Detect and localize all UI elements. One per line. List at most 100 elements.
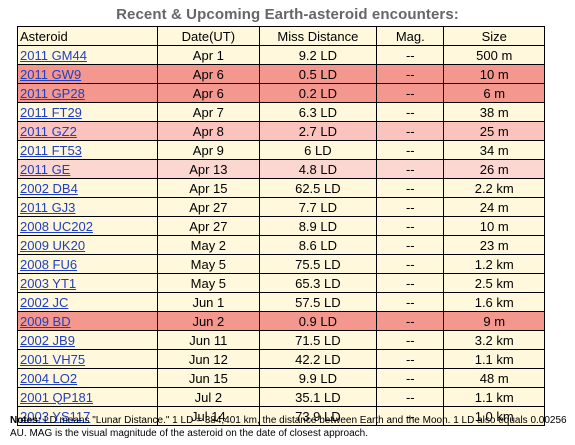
miss-distance-cell: 0.5 LD (258, 64, 378, 84)
table-row: 2011 GZ2 Apr 8 2.7 LD -- 25 m (16, 121, 545, 141)
miss-distance-cell: 2.7 LD (258, 121, 378, 141)
miss-distance-cell: 7.7 LD (258, 197, 378, 217)
magnitude-cell: -- (376, 216, 445, 236)
magnitude-cell: -- (376, 102, 445, 122)
table-row: 2011 GJ3 Apr 27 7.7 LD -- 24 m (16, 197, 545, 217)
asteroid-link[interactable]: 2001 QP181 (20, 389, 94, 405)
date-cell: Apr 6 (157, 64, 260, 84)
column-header-miss-distance: Miss Distance (258, 26, 378, 46)
asteroid-link[interactable]: 2009 BD (20, 313, 71, 329)
table-header-row: Asteroid Date(UT) Miss Distance Mag. Siz… (16, 26, 545, 46)
date-cell: Apr 27 (157, 216, 260, 236)
column-header-size: Size (443, 26, 545, 46)
asteroid-link[interactable]: 2002 JB9 (20, 332, 75, 348)
asteroid-name-cell: 2009 BD (16, 311, 159, 331)
size-cell: 48 m (443, 368, 545, 388)
table-row: 2011 GE Apr 13 4.8 LD -- 26 m (16, 159, 545, 179)
size-cell: 1.2 km (443, 254, 545, 274)
asteroid-link[interactable]: 2008 UC202 (20, 218, 93, 234)
magnitude-cell: -- (376, 368, 445, 388)
notes-text: LD means "Lunar Distance." 1 LD = 384,40… (10, 415, 567, 439)
table-row: 2003 YS117 Jul 14 73.9 LD -- 1.0 km (16, 406, 545, 426)
magnitude-cell: -- (376, 330, 445, 350)
miss-distance-cell: 75.5 LD (258, 254, 378, 274)
asteroid-link[interactable]: 2011 GP28 (20, 85, 85, 101)
asteroid-name-cell: 2004 LO2 (16, 368, 159, 388)
magnitude-cell: -- (376, 45, 445, 65)
asteroid-name-cell: 2008 FU6 (16, 254, 159, 274)
size-cell: 1.1 km (443, 387, 545, 407)
miss-distance-cell: 9.9 LD (258, 368, 378, 388)
table-row: 2011 GP28 Apr 6 0.2 LD -- 6 m (16, 83, 545, 103)
asteroid-name-cell: 2011 FT29 (16, 102, 159, 122)
table-body: 2011 GM44 Apr 1 9.2 LD -- 500 m 2011 GW9 Apr 6… (16, 45, 545, 426)
asteroid-link[interactable]: 2011 GJ3 (20, 199, 76, 215)
magnitude-cell: -- (376, 254, 445, 274)
date-cell: Jul 14 (157, 406, 260, 426)
size-cell: 38 m (443, 102, 545, 122)
date-cell: Jul 2 (157, 387, 260, 407)
size-cell: 9 m (443, 311, 545, 331)
date-cell: Apr 27 (157, 197, 260, 217)
table-row: 2011 GW9 Apr 6 0.5 LD -- 10 m (16, 64, 545, 84)
table-row: 2008 FU6 May 5 75.5 LD -- 1.2 km (16, 254, 545, 274)
asteroid-link[interactable]: 2008 FU6 (20, 256, 78, 272)
asteroid-link[interactable]: 2011 GW9 (20, 66, 82, 82)
date-cell: Jun 15 (157, 368, 260, 388)
column-header-magnitude: Mag. (376, 26, 445, 46)
size-cell: 2.2 km (443, 178, 545, 198)
asteroid-link[interactable]: 2009 UK20 (20, 237, 86, 253)
date-cell: Apr 9 (157, 140, 260, 160)
asteroid-link[interactable]: 2002 DB4 (20, 180, 78, 196)
asteroid-link[interactable]: 2011 FT53 (20, 142, 82, 158)
magnitude-cell: -- (376, 311, 445, 331)
magnitude-cell: -- (376, 178, 445, 198)
size-cell: 26 m (443, 159, 545, 179)
miss-distance-cell: 0.9 LD (258, 311, 378, 331)
miss-distance-cell: 6.3 LD (258, 102, 378, 122)
size-cell: 1.6 km (443, 292, 545, 312)
table-row: 2008 UC202 Apr 27 8.9 LD -- 10 m (16, 216, 545, 236)
miss-distance-cell: 8.9 LD (258, 216, 378, 236)
asteroid-name-cell: 2011 GZ2 (16, 121, 159, 141)
table-row: 2001 VH75 Jun 12 42.2 LD -- 1.1 km (16, 349, 545, 369)
miss-distance-cell: 4.8 LD (258, 159, 378, 179)
date-cell: Apr 1 (157, 45, 260, 65)
size-cell: 2.5 km (443, 273, 545, 293)
miss-distance-cell: 73.9 LD (258, 406, 378, 426)
asteroid-name-cell: 2001 QP181 (16, 387, 159, 407)
magnitude-cell: -- (376, 121, 445, 141)
table-row: 2001 QP181 Jul 2 35.1 LD -- 1.1 km (16, 387, 545, 407)
asteroid-link[interactable]: 2003 YT1 (20, 275, 77, 291)
table-row: 2003 YT1 May 5 65.3 LD -- 2.5 km (16, 273, 545, 293)
size-cell: 34 m (443, 140, 545, 160)
asteroid-link[interactable]: 2011 GM44 (20, 47, 87, 63)
magnitude-cell: -- (376, 273, 445, 293)
asteroid-link[interactable]: 2002 JC (20, 294, 69, 310)
magnitude-cell: -- (376, 83, 445, 103)
size-cell: 500 m (443, 45, 545, 65)
size-cell: 10 m (443, 216, 545, 236)
magnitude-cell: -- (376, 292, 445, 312)
asteroid-name-cell: 2002 JC (16, 292, 159, 312)
miss-distance-cell: 0.2 LD (258, 83, 378, 103)
asteroid-link[interactable]: 2004 LO2 (20, 370, 78, 386)
asteroid-link[interactable]: 2001 VH75 (20, 351, 86, 367)
asteroid-name-cell: 2002 JB9 (16, 330, 159, 350)
asteroid-link[interactable]: 2003 YS117 (20, 408, 91, 424)
asteroid-name-cell: 2011 GE (16, 159, 159, 179)
magnitude-cell: -- (376, 387, 445, 407)
asteroid-name-cell: 2008 UC202 (16, 216, 159, 236)
date-cell: Apr 13 (157, 159, 260, 179)
asteroid-link[interactable]: 2011 GE (20, 161, 71, 177)
size-cell: 1.1 km (443, 349, 545, 369)
asteroid-link[interactable]: 2011 FT29 (20, 104, 82, 120)
magnitude-cell: -- (376, 159, 445, 179)
magnitude-cell: -- (376, 235, 445, 255)
table-row: 2004 LO2 Jun 15 9.9 LD -- 48 m (16, 368, 545, 388)
asteroid-link[interactable]: 2011 GZ2 (20, 123, 77, 139)
size-cell: 1.0 km (443, 406, 545, 426)
miss-distance-cell: 71.5 LD (258, 330, 378, 350)
column-header-asteroid: Asteroid (16, 26, 159, 46)
